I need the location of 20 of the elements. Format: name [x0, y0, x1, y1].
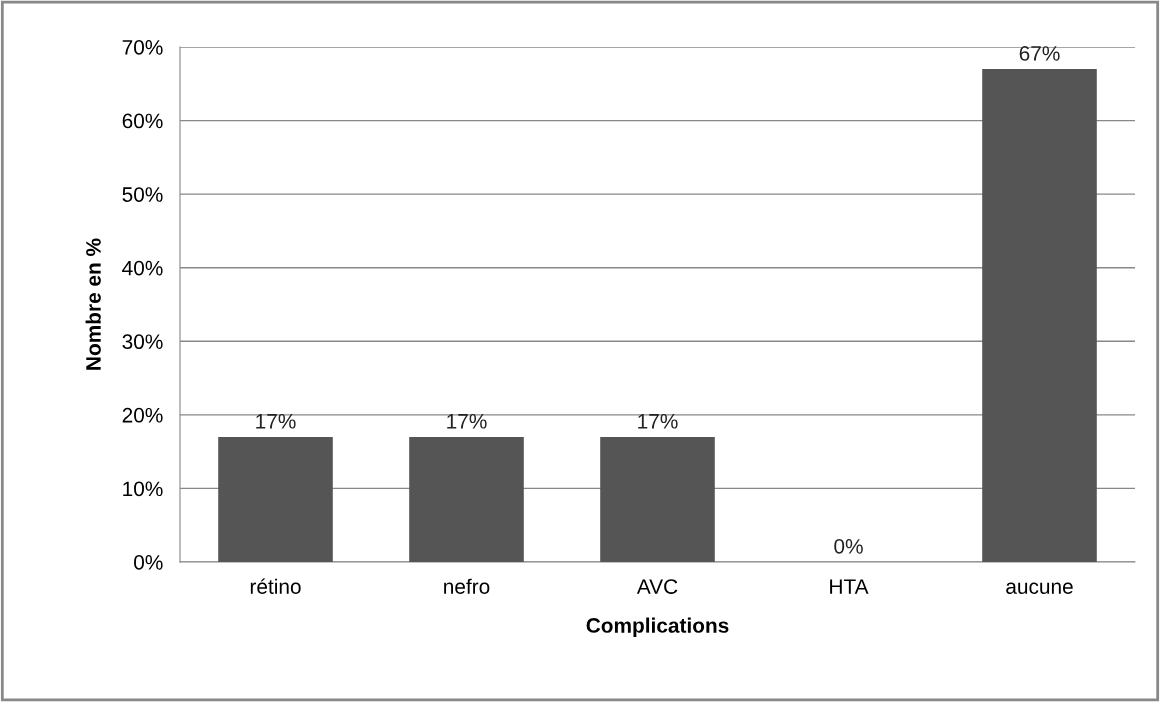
data-label: 0%: [834, 538, 863, 554]
x-axis-title: Complications: [586, 617, 729, 637]
data-label: 17%: [256, 413, 296, 429]
x-tick-label: nefro: [444, 578, 490, 594]
y-tick-label: 70%: [122, 40, 163, 55]
data-label: 17%: [447, 413, 487, 429]
y-tick-label: 30%: [122, 334, 163, 350]
y-tick-label: 40%: [122, 260, 163, 276]
y-tick-label: 20%: [122, 407, 163, 423]
data-label: 17%: [638, 413, 678, 429]
data-label: 67%: [1019, 46, 1060, 61]
x-tick-label: AVC: [636, 579, 678, 594]
y-axis-title: Nombre en %: [85, 238, 101, 370]
y-tick-label: 10%: [123, 481, 163, 497]
y-tick-label: 50%: [122, 187, 163, 202]
x-tick-label: HTA: [830, 579, 869, 594]
y-tick-label: 60%: [122, 113, 163, 129]
y-tick-label: 0%: [134, 555, 163, 570]
x-tick-label: rétino: [250, 578, 301, 594]
x-tick-label: aucune: [1006, 582, 1073, 594]
